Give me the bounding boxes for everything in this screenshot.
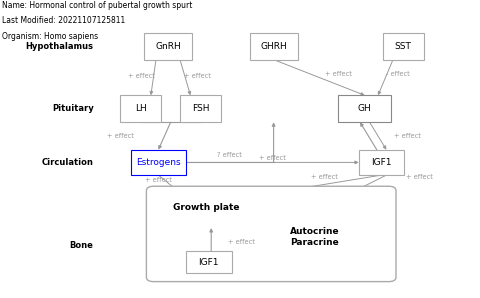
FancyBboxPatch shape	[383, 33, 423, 60]
Text: Pituitary: Pituitary	[52, 104, 94, 113]
Text: Circulation: Circulation	[42, 158, 94, 167]
Text: GHRH: GHRH	[260, 42, 287, 51]
FancyBboxPatch shape	[359, 150, 404, 175]
FancyBboxPatch shape	[250, 33, 298, 60]
Text: ? effect: ? effect	[217, 152, 242, 158]
Text: IGF1: IGF1	[199, 258, 219, 267]
FancyBboxPatch shape	[180, 95, 221, 122]
Text: Growth plate: Growth plate	[173, 203, 240, 212]
Text: GnRH: GnRH	[155, 42, 181, 51]
Text: FSH: FSH	[192, 104, 209, 113]
Text: Name: Hormonal control of pubertal growth spurt: Name: Hormonal control of pubertal growt…	[2, 1, 193, 10]
Text: Hypothalamus: Hypothalamus	[25, 42, 94, 51]
Text: Organism: Homo sapiens: Organism: Homo sapiens	[2, 32, 98, 41]
Text: + effect: + effect	[311, 174, 337, 180]
Text: IGF1: IGF1	[372, 158, 392, 167]
Text: Autocrine
Paracrine: Autocrine Paracrine	[289, 227, 339, 247]
Text: + effect: + effect	[128, 73, 155, 79]
Text: - effect: - effect	[385, 72, 409, 77]
FancyBboxPatch shape	[120, 95, 161, 122]
Text: + effect: + effect	[184, 73, 211, 79]
FancyBboxPatch shape	[338, 95, 391, 122]
Text: Last Modified: 20221107125811: Last Modified: 20221107125811	[2, 16, 126, 25]
Text: GH: GH	[358, 104, 372, 113]
Text: + effect: + effect	[406, 174, 432, 180]
Text: SST: SST	[395, 42, 412, 51]
FancyBboxPatch shape	[186, 251, 232, 274]
Text: + effect: + effect	[228, 239, 255, 245]
Text: + effect: + effect	[259, 155, 286, 161]
Text: + effect: + effect	[145, 177, 172, 183]
Text: LH: LH	[135, 104, 146, 113]
Text: + effect: + effect	[325, 72, 352, 77]
Text: + effect: + effect	[107, 133, 133, 139]
FancyBboxPatch shape	[144, 33, 192, 60]
Text: Bone: Bone	[70, 241, 94, 250]
FancyBboxPatch shape	[146, 186, 396, 282]
Text: Estrogens: Estrogens	[136, 158, 180, 167]
FancyBboxPatch shape	[131, 150, 186, 175]
Text: + effect: + effect	[394, 133, 420, 139]
